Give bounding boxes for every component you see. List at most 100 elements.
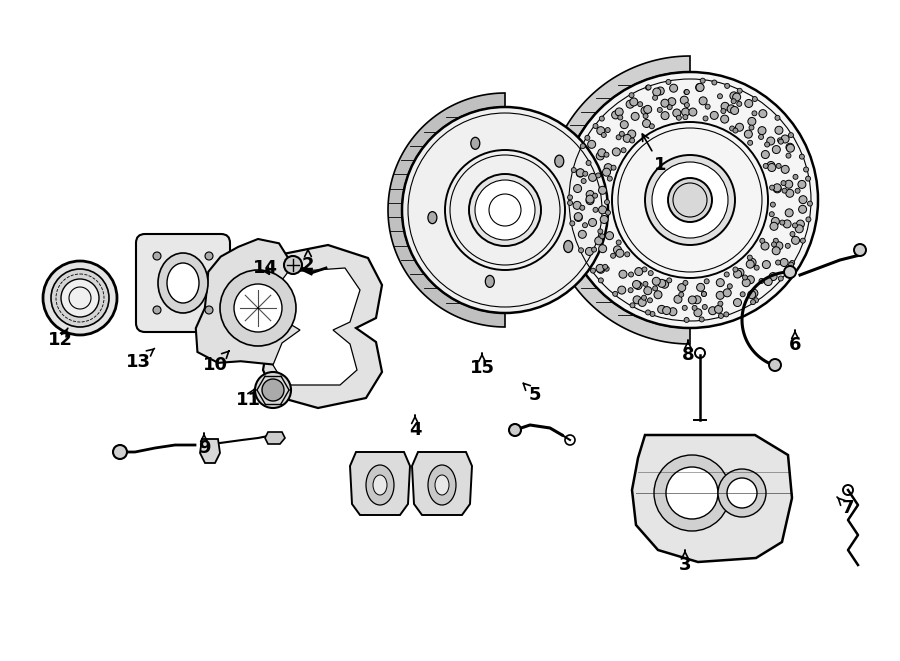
Circle shape	[61, 279, 99, 317]
Circle shape	[773, 238, 778, 243]
Circle shape	[699, 97, 707, 105]
Ellipse shape	[428, 212, 436, 223]
Circle shape	[775, 115, 780, 120]
Circle shape	[572, 167, 576, 173]
Circle shape	[727, 105, 735, 113]
Circle shape	[762, 260, 770, 268]
Circle shape	[602, 168, 610, 176]
Circle shape	[652, 286, 658, 291]
Circle shape	[724, 272, 729, 277]
Circle shape	[205, 306, 213, 314]
Circle shape	[710, 112, 718, 120]
Circle shape	[744, 130, 752, 138]
Ellipse shape	[563, 241, 572, 253]
Polygon shape	[350, 452, 410, 515]
Circle shape	[570, 221, 575, 226]
Circle shape	[631, 112, 639, 120]
Circle shape	[568, 200, 572, 206]
Circle shape	[682, 305, 688, 311]
Circle shape	[759, 278, 764, 284]
Text: 5: 5	[523, 383, 541, 404]
Circle shape	[789, 260, 795, 266]
Circle shape	[592, 193, 598, 198]
Circle shape	[654, 455, 730, 531]
Circle shape	[580, 206, 585, 210]
Circle shape	[234, 284, 282, 332]
Circle shape	[704, 279, 709, 284]
Circle shape	[589, 173, 597, 181]
Circle shape	[735, 123, 743, 132]
Circle shape	[778, 276, 783, 281]
Circle shape	[767, 137, 775, 145]
Circle shape	[748, 118, 756, 126]
Circle shape	[684, 89, 689, 95]
Circle shape	[683, 114, 688, 120]
Circle shape	[780, 258, 788, 266]
Circle shape	[721, 108, 726, 114]
Circle shape	[623, 134, 631, 142]
Circle shape	[761, 151, 770, 159]
Circle shape	[638, 298, 646, 307]
Circle shape	[621, 148, 626, 153]
Circle shape	[652, 277, 661, 286]
Circle shape	[669, 308, 677, 316]
Circle shape	[806, 176, 811, 181]
Circle shape	[793, 175, 798, 179]
Circle shape	[262, 379, 284, 401]
Circle shape	[601, 132, 607, 137]
Circle shape	[625, 252, 630, 257]
Circle shape	[731, 98, 736, 104]
Circle shape	[646, 85, 651, 90]
Text: 12: 12	[48, 329, 73, 349]
Circle shape	[667, 278, 671, 283]
Circle shape	[742, 279, 751, 287]
Circle shape	[768, 163, 776, 171]
Polygon shape	[632, 435, 792, 562]
Circle shape	[748, 140, 752, 145]
Circle shape	[767, 161, 775, 169]
Circle shape	[737, 89, 742, 93]
Circle shape	[778, 137, 782, 143]
Circle shape	[699, 317, 704, 322]
Circle shape	[759, 110, 767, 118]
Circle shape	[588, 140, 596, 148]
Circle shape	[688, 108, 697, 116]
Circle shape	[652, 162, 728, 238]
Circle shape	[593, 208, 598, 212]
Circle shape	[775, 126, 783, 134]
Circle shape	[753, 297, 759, 303]
Circle shape	[568, 195, 572, 200]
Circle shape	[613, 292, 617, 296]
Circle shape	[608, 176, 612, 181]
Circle shape	[702, 305, 707, 309]
Circle shape	[603, 264, 608, 269]
Circle shape	[770, 202, 776, 207]
Circle shape	[652, 95, 658, 100]
Ellipse shape	[167, 263, 199, 303]
Circle shape	[574, 213, 582, 221]
Circle shape	[670, 84, 678, 92]
Ellipse shape	[428, 465, 456, 505]
Circle shape	[717, 94, 723, 98]
Circle shape	[683, 280, 688, 286]
Circle shape	[591, 247, 597, 252]
Circle shape	[616, 135, 621, 139]
Circle shape	[750, 290, 758, 297]
Circle shape	[771, 217, 779, 225]
Circle shape	[694, 309, 702, 317]
Circle shape	[604, 266, 609, 271]
Circle shape	[783, 220, 791, 228]
Circle shape	[751, 299, 756, 305]
Circle shape	[599, 116, 604, 121]
Circle shape	[650, 311, 655, 317]
Circle shape	[740, 292, 745, 297]
Circle shape	[614, 246, 622, 254]
Circle shape	[582, 171, 588, 176]
Circle shape	[678, 284, 686, 292]
Circle shape	[633, 280, 641, 288]
Circle shape	[785, 180, 793, 188]
Circle shape	[697, 284, 705, 292]
Circle shape	[759, 134, 763, 139]
Circle shape	[573, 184, 581, 192]
Circle shape	[747, 255, 752, 260]
